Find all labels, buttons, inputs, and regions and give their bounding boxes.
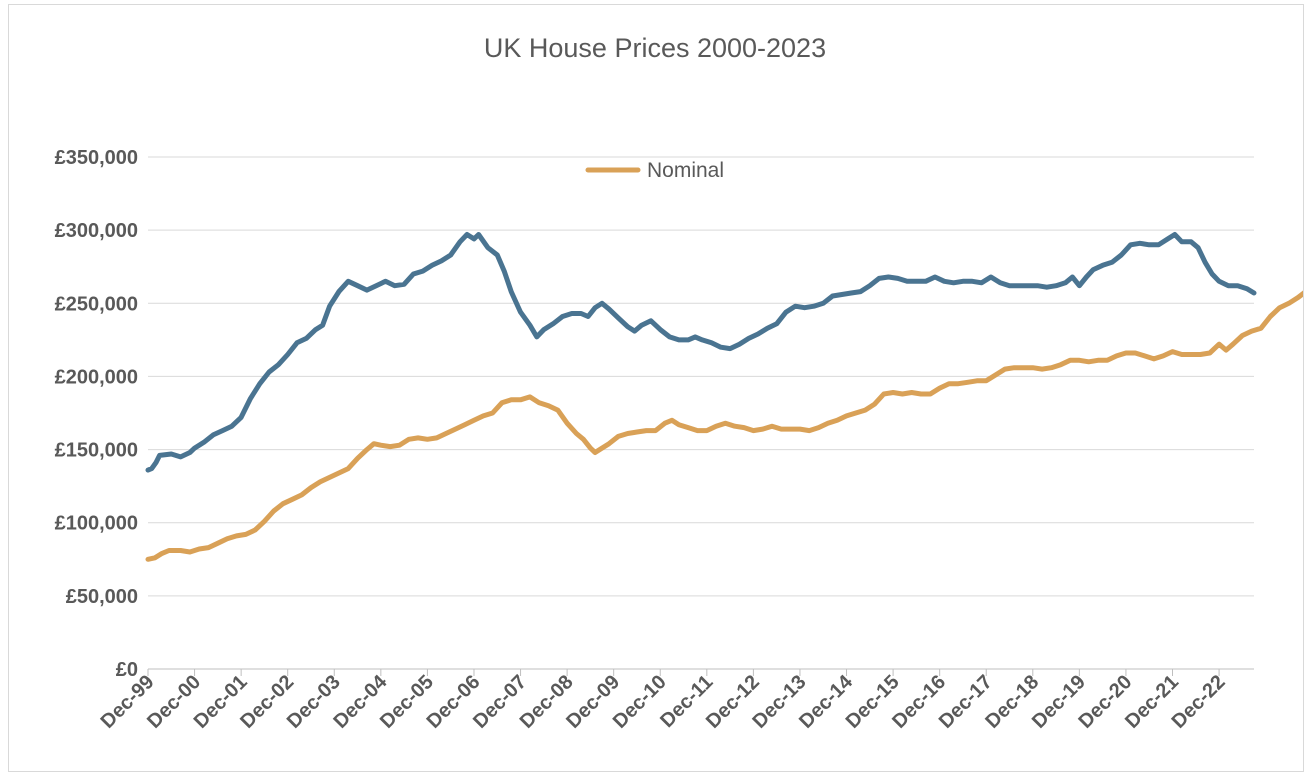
chart-frame: UK House Prices 2000-2023 £0 £50,000 £100,… xyxy=(8,4,1304,772)
series-line-unlabeled xyxy=(145,232,1257,473)
gridlines xyxy=(148,156,1254,597)
chart-title: UK House Prices 2000-2023 xyxy=(484,33,826,63)
y-tick-label: £350,000 xyxy=(55,147,138,169)
y-tick-label: £250,000 xyxy=(55,293,138,315)
series-lines xyxy=(145,232,1303,562)
y-tick-label: £200,000 xyxy=(55,366,138,388)
y-tick-label: £0 xyxy=(116,659,138,681)
y-tick-label: £50,000 xyxy=(66,586,138,608)
y-axis-ticks: £0 £50,000 £100,000 £150,000 £200,000 £250,00… xyxy=(55,147,138,681)
y-tick-label: £300,000 xyxy=(55,220,138,242)
y-tick-label: £150,000 xyxy=(55,440,138,462)
x-tick-label: Dec-10 xyxy=(609,671,671,733)
legend-label-nominal: Nominal xyxy=(647,159,724,182)
series-line-nominal xyxy=(145,290,1303,562)
x-tick-label: Dec-22 xyxy=(1168,671,1230,733)
y-tick-label: £100,000 xyxy=(55,513,138,535)
x-axis: Dec-99Dec-00Dec-01Dec-02Dec-03Dec-04Dec-… xyxy=(97,668,1254,733)
legend: Nominal xyxy=(585,159,724,182)
chart-svg: UK House Prices 2000-2023 £0 £50,000 £100,… xyxy=(55,33,1303,733)
